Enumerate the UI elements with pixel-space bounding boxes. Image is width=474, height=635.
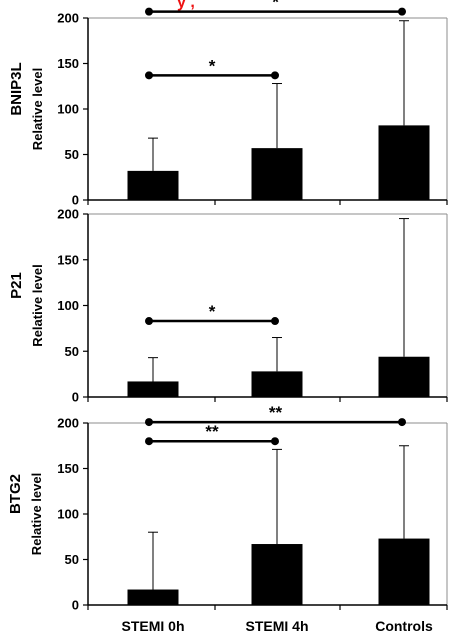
y-tick-label: 100 [57, 298, 79, 313]
y-tick-label: 150 [57, 461, 79, 476]
x-tick-label: Controls [375, 618, 433, 634]
y-tick-label: 100 [57, 507, 79, 522]
chart-panel-btg2: 0 50 100 150 200 BTG2 Relative level ** ** STEMI … [7, 403, 448, 634]
significance-dot [145, 7, 153, 16]
significance-label: ** [269, 403, 283, 422]
top-mark-text: y , [177, 0, 195, 11]
bar-stemi-4h [251, 371, 303, 397]
y-tick-label: 100 [57, 102, 79, 117]
y-tick-label: 200 [57, 416, 79, 431]
significance-label: ** [205, 422, 219, 441]
y-tick-label: 0 [72, 390, 79, 405]
bar-stemi-0h [127, 589, 179, 605]
x-tick-label: STEMI 0h [121, 618, 184, 634]
bar-controls [378, 356, 430, 397]
bar-stemi-4h [251, 148, 303, 200]
y-axis-label: Relative level [30, 68, 45, 150]
significance-label: * [272, 0, 279, 12]
significance-dot [271, 317, 279, 326]
significance-dot [398, 418, 406, 427]
bar-controls [378, 538, 430, 605]
significance-dot [145, 317, 153, 326]
y-axis-label: Relative level [30, 264, 45, 346]
y-tick-label: 0 [72, 193, 79, 208]
significance-dot [271, 437, 279, 446]
bar-stemi-0h [127, 381, 179, 397]
y-axis-label: Relative level [29, 473, 44, 555]
y-tick-label: 150 [57, 56, 79, 71]
significance-dot [145, 418, 153, 427]
y-tick-label: 200 [57, 11, 79, 26]
y-tick-label: 150 [57, 252, 79, 267]
bar-controls [378, 125, 430, 200]
bar-stemi-0h [127, 170, 179, 200]
significance-label: * [209, 302, 216, 321]
significance-dot [145, 71, 153, 80]
y-tick-label: 200 [57, 207, 79, 222]
significance-dot [271, 71, 279, 80]
y-axis-gene-label: BNIP3L [8, 62, 25, 115]
significance-label: * [209, 56, 216, 75]
y-tick-label: 50 [65, 344, 79, 359]
x-tick-label: STEMI 4h [245, 618, 308, 634]
y-tick-label: 50 [65, 147, 79, 162]
significance-dot [145, 437, 153, 446]
y-axis-gene-label: P21 [8, 272, 25, 299]
chart-panel-p21: 0 50 100 150 200 P21 Relative level * [8, 207, 448, 405]
y-tick-label: 50 [65, 552, 79, 567]
y-tick-label: 0 [72, 598, 79, 613]
bar-stemi-4h [251, 544, 303, 605]
significance-dot [398, 7, 406, 16]
chart-panel-bnip3l: 0 50 100 150 200 BNIP3L Relative level * * [8, 0, 448, 208]
y-axis-gene-label: BTG2 [7, 474, 24, 514]
